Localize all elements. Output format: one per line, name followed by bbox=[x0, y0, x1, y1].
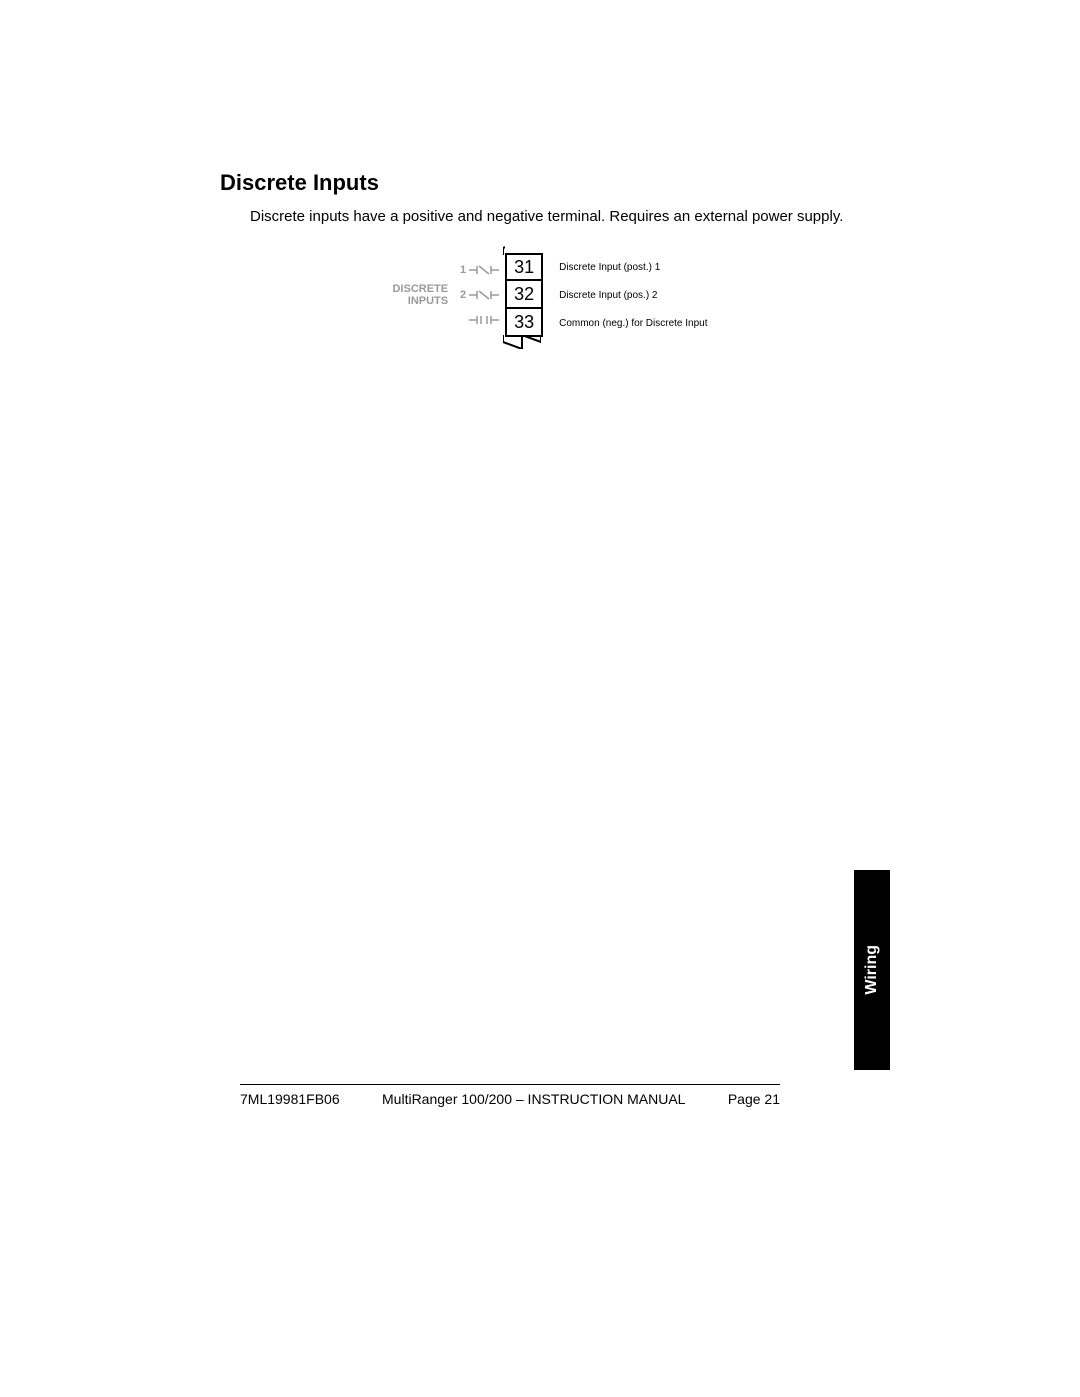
diagram-left-label: DISCRETE INPUTS bbox=[392, 283, 448, 307]
switch-icon bbox=[469, 261, 499, 279]
footer-title: MultiRanger 100/200 – INSTRUCTION MANUAL bbox=[382, 1091, 685, 1107]
terminal-cell: 31 bbox=[507, 253, 541, 281]
terminal-block: 31 32 33 bbox=[505, 253, 543, 337]
section-heading: Discrete Inputs bbox=[220, 170, 880, 196]
terminal-description: Discrete Input (pos.) 2 bbox=[559, 287, 707, 304]
switch-number: 1 bbox=[456, 264, 466, 276]
terminal-cut-icon bbox=[503, 335, 541, 349]
switch-number: 2 bbox=[456, 289, 466, 301]
section-tab-label: Wiring bbox=[863, 945, 881, 995]
terminal-cell: 33 bbox=[507, 309, 541, 337]
switch-row: 2 bbox=[456, 286, 499, 304]
section-tab: Wiring bbox=[854, 870, 890, 1070]
terminal-description: Discrete Input (post.) 1 bbox=[559, 259, 707, 276]
terminal-description: Common (neg.) for Discrete Input bbox=[559, 315, 707, 332]
description-column: Discrete Input (post.) 1 Discrete Input … bbox=[559, 259, 707, 332]
footer-page: Page 21 bbox=[728, 1091, 780, 1107]
left-label-line: INPUTS bbox=[392, 295, 448, 307]
diagram-container: DISCRETE INPUTS 1 2 bbox=[220, 253, 880, 337]
switch-row bbox=[456, 311, 499, 329]
page-footer: 7ML19981FB06 MultiRanger 100/200 – INSTR… bbox=[240, 1084, 780, 1107]
switch-icon bbox=[469, 311, 499, 329]
left-label-line: DISCRETE bbox=[392, 283, 448, 295]
terminal-cell: 32 bbox=[507, 281, 541, 309]
footer-doc-number: 7ML19981FB06 bbox=[240, 1091, 340, 1107]
switch-column: 1 2 bbox=[456, 261, 499, 329]
switch-row: 1 bbox=[456, 261, 499, 279]
switch-icon bbox=[469, 286, 499, 304]
section-body: Discrete inputs have a positive and nega… bbox=[250, 208, 880, 225]
